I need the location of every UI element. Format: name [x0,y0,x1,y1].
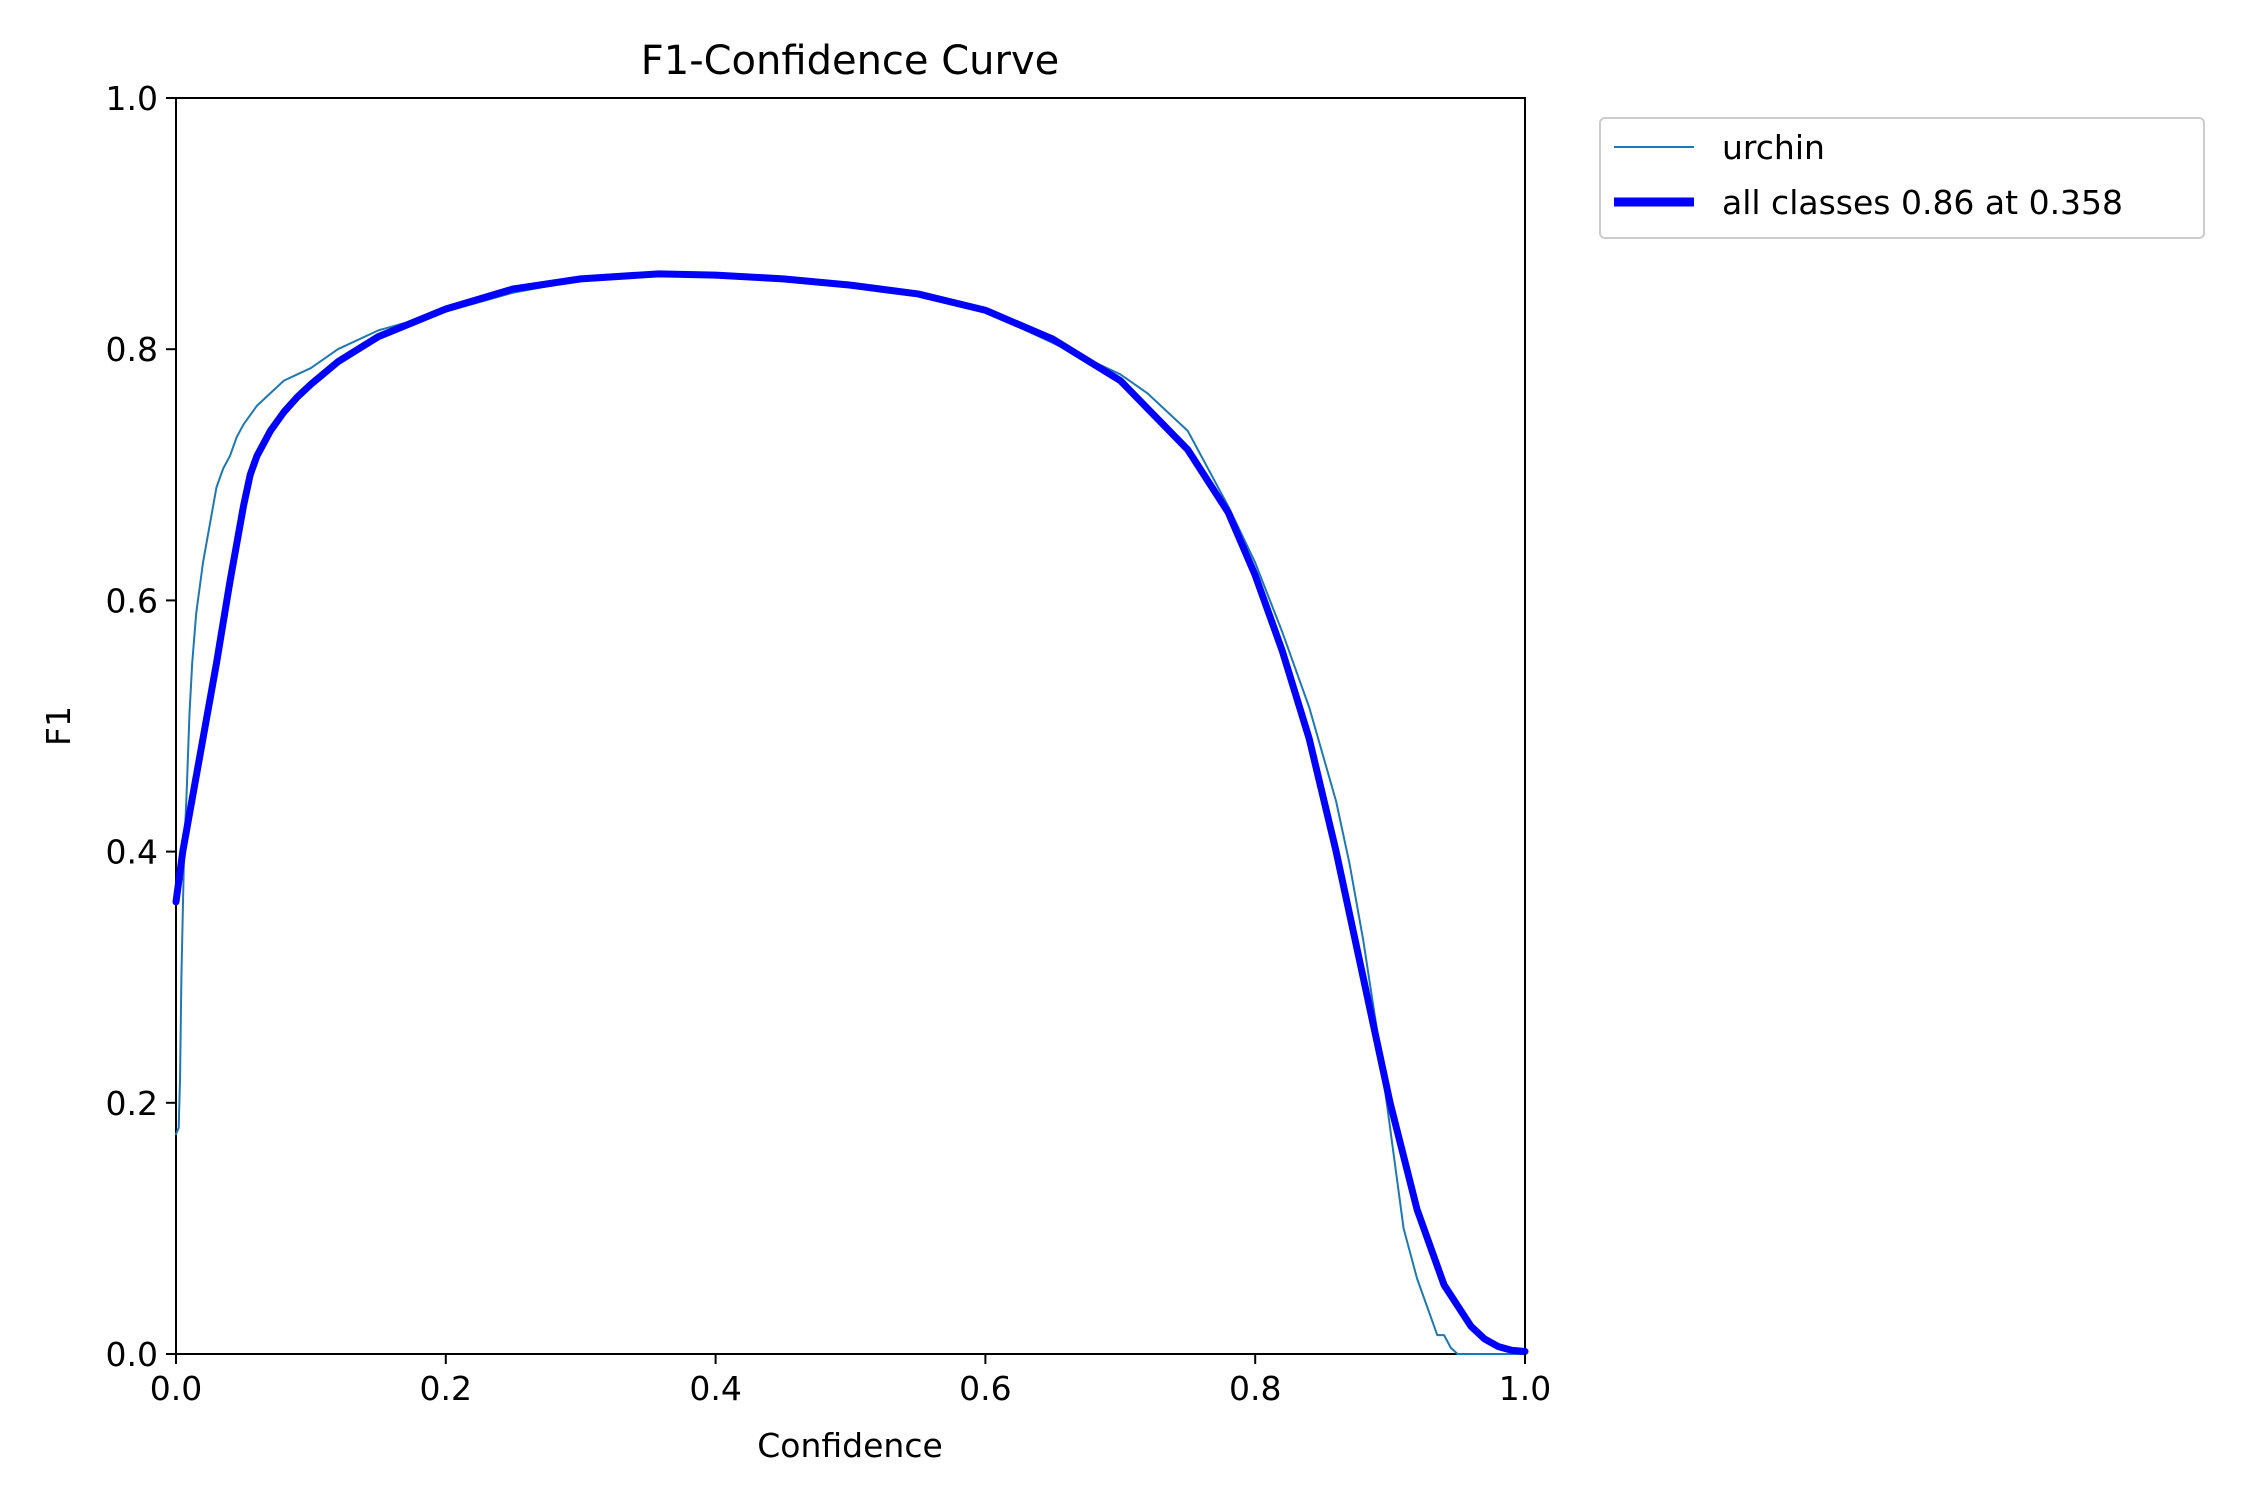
x-tick-label: 0.0 [150,1369,202,1408]
y-axis-label: F1 [39,706,78,746]
x-tick-label: 0.4 [689,1369,741,1408]
y-axis-ticks: 0.0 0.2 0.4 0.6 0.8 1.0 [106,79,176,1374]
y-tick-label: 0.4 [106,833,158,872]
axes-frame [175,97,1526,1355]
x-tick-label: 0.8 [1229,1369,1281,1408]
legend-label-all-classes: all classes 0.86 at 0.358 [1722,183,2123,222]
y-tick-label: 0.6 [106,581,158,620]
x-axis-ticks: 0.0 0.2 0.4 0.6 0.8 1.0 [150,1354,1551,1408]
legend-label-urchin: urchin [1722,128,1825,167]
x-axis-label: Confidence [757,1426,943,1465]
x-tick-label: 0.2 [420,1369,472,1408]
plot-area: 0.0 0.2 0.4 0.6 0.8 1.0 0.0 0.2 0.4 0.6 0.8 1.0 [106,79,1552,1408]
y-tick-label: 1.0 [106,79,158,118]
y-tick-label: 0.0 [106,1335,158,1374]
y-tick-label: 0.8 [106,330,158,369]
series-layer [172,270,1529,1355]
legend: urchin all classes 0.86 at 0.358 [1599,117,2205,239]
x-tick-label: 0.6 [959,1369,1011,1408]
x-tick-label: 1.0 [1499,1369,1551,1408]
legend-box [1599,117,2205,239]
chart-title: F1-Confidence Curve [641,38,1060,84]
series-line-all-classes [172,270,1529,1355]
y-tick-label: 0.2 [106,1084,158,1123]
